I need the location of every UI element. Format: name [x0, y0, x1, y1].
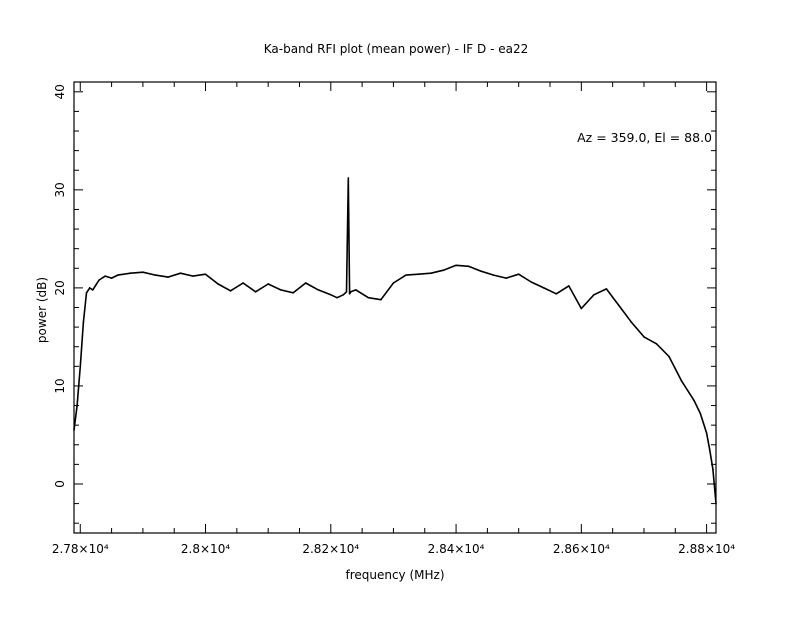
- data-point: [279, 289, 282, 291]
- data-point: [467, 265, 470, 268]
- data-point: [367, 296, 370, 299]
- data-point: [380, 298, 382, 301]
- data-point: [110, 277, 113, 279]
- y-tick-label: 10: [53, 378, 67, 393]
- chart-title: Ka-band RFI plot (mean power) - IF D - e…: [264, 42, 528, 56]
- data-point: [142, 271, 144, 274]
- data-point: [85, 291, 88, 294]
- data-point: [712, 468, 714, 471]
- data-point: [336, 296, 338, 299]
- y-tick-label: 0: [53, 480, 67, 488]
- data-point: [542, 287, 545, 289]
- data-point: [480, 270, 482, 273]
- data-point: [347, 177, 350, 179]
- data-point: [392, 282, 395, 284]
- data-point: [304, 282, 307, 284]
- data-point: [179, 272, 182, 274]
- data-point: [117, 274, 119, 276]
- data-point: [242, 282, 244, 284]
- data-point: [630, 321, 633, 324]
- data-point: [129, 272, 132, 274]
- x-axis-label: frequency (MHz): [345, 568, 444, 582]
- data-point: [680, 380, 683, 382]
- y-tick-label: 30: [53, 182, 67, 197]
- data-point: [605, 288, 608, 290]
- data-point: [492, 274, 495, 276]
- data-point: [348, 292, 351, 295]
- data-point: [355, 289, 357, 291]
- data-point: [330, 293, 332, 296]
- data-point: [618, 304, 620, 307]
- data-point: [555, 292, 558, 295]
- data-point: [350, 291, 352, 293]
- data-point: [79, 365, 82, 368]
- data-point: [708, 448, 711, 451]
- x-tick-label: 2.78×10⁴: [52, 542, 109, 556]
- x-tick-label: 2.86×10⁴: [553, 542, 610, 556]
- data-point: [580, 307, 583, 310]
- data-point: [82, 321, 85, 324]
- data-point: [705, 432, 708, 434]
- data-point: [154, 274, 157, 276]
- data-point: [699, 412, 702, 415]
- data-point: [192, 275, 194, 277]
- data-point: [568, 285, 570, 287]
- data-point: [98, 279, 100, 281]
- data-point: [430, 272, 432, 274]
- data-point: [417, 273, 420, 275]
- data-point: [643, 336, 645, 338]
- y-tick-label: 40: [53, 84, 67, 99]
- az-el-annotation: Az = 359.0, El = 88.0: [577, 130, 712, 145]
- data-point: [342, 293, 345, 296]
- data-point: [505, 277, 507, 279]
- data-point: [217, 283, 219, 285]
- data-point: [317, 289, 320, 291]
- data-point: [668, 355, 670, 358]
- power-spectrum-line: [73, 177, 717, 504]
- data-point: [655, 342, 658, 345]
- y-tick-label: 20: [53, 280, 67, 295]
- data-point: [693, 399, 695, 402]
- data-point: [91, 289, 94, 291]
- data-point: [254, 291, 257, 293]
- data-point: [229, 290, 232, 292]
- data-point: [104, 275, 107, 277]
- plot-frame: [73, 81, 717, 534]
- data-point: [345, 291, 348, 293]
- data-point: [267, 283, 269, 285]
- data-point: [455, 264, 457, 267]
- data-point: [204, 273, 207, 275]
- data-point: [292, 291, 295, 294]
- data-point: [442, 269, 445, 272]
- x-tick-label: 2.84×10⁴: [428, 542, 485, 556]
- data-point: [88, 287, 91, 289]
- axis-ticks: 2.78×10⁴ 2.8×10⁴ 2.82×10⁴ 2.84×10⁴ 2.86×10⁴ 2…: [52, 82, 735, 556]
- x-tick-label: 2.8×10⁴: [181, 542, 230, 556]
- data-point: [593, 293, 595, 296]
- x-tick-label: 2.88×10⁴: [678, 542, 735, 556]
- data-point: [517, 273, 520, 275]
- series-layer: [73, 177, 717, 505]
- data-point: [405, 274, 407, 276]
- data-point: [95, 284, 97, 286]
- data-point: [530, 281, 533, 283]
- data-point: [76, 404, 78, 407]
- data-point: [167, 276, 169, 278]
- x-tick-label: 2.82×10⁴: [302, 542, 359, 556]
- y-axis-label: power (dB): [35, 277, 49, 343]
